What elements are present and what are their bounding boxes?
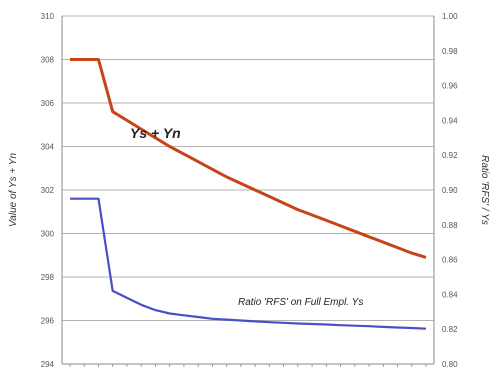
y-right-axis-title: Ratio 'RFS' / Ys [479,155,490,225]
y-left-tick-label: 294 [41,360,55,369]
y-right-tick-label: 0.86 [442,256,458,265]
y-right-tick-label: 0.84 [442,290,458,299]
x-axis-ticks [69,364,427,367]
y-right-tick-label: 0.80 [442,360,458,369]
y-left-axis-title: Value of Ys + Yn [8,153,19,227]
annotation-ratio: Ratio 'RFS' on Full Empl. Ys [238,297,363,308]
y-left-tick-label: 302 [41,186,55,195]
y-right-tick-label: 0.82 [442,325,458,334]
y-right-tick-label: 0.88 [442,221,458,230]
y-left-tick-label: 304 [41,143,55,152]
y-left-tick-label: 300 [41,230,55,239]
series-line-ratio-rfs [70,197,427,330]
y-left-tick-label: 310 [41,12,55,21]
left-axis-ticks: 310 308 306 304 302 300 298 296 294 [41,12,55,369]
y-right-tick-label: 0.94 [442,116,458,125]
y-right-tick-label: 0.98 [442,47,458,56]
y-left-tick-label: 296 [41,317,55,326]
y-right-tick-label: 0.96 [442,82,458,91]
right-axis-ticks: 1.00 0.98 0.96 0.94 0.92 0.90 0.88 0.86 0.84 0.82… [442,12,458,369]
annotation-sum: Ys + Yn [130,125,181,141]
y-right-tick-label: 1.00 [442,12,458,21]
y-left-tick-label: 298 [41,273,55,282]
series-line-ys-yn [70,58,427,259]
y-right-tick-label: 0.92 [442,151,458,160]
series-layer [70,58,427,330]
y-left-tick-label: 308 [41,56,55,65]
y-right-tick-label: 0.90 [442,186,458,195]
y-left-tick-label: 306 [41,99,55,108]
